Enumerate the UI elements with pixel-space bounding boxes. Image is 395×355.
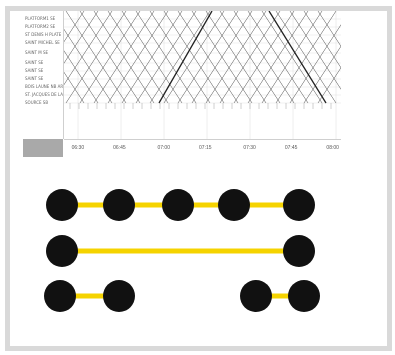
station-label: SAINT SE — [25, 76, 44, 81]
train-path — [289, 24, 341, 104]
train-path-plot — [64, 11, 341, 139]
station-label: SAINT SE — [25, 60, 44, 65]
time-tick-label: 07:15 — [199, 145, 212, 151]
time-tick-label: 07:45 — [284, 145, 298, 151]
train-path — [135, 11, 197, 104]
time-tick-label: 07:00 — [157, 145, 170, 151]
node-link-diagram — [44, 189, 320, 312]
time-tick-label: 06:30 — [71, 145, 85, 151]
train-path — [317, 11, 341, 47]
train-path — [317, 67, 341, 104]
time-tick-label: 07:30 — [243, 145, 256, 151]
train-path — [205, 11, 267, 104]
train-path — [64, 11, 113, 86]
train-path — [163, 11, 225, 104]
station-label: ST. JACQUES DE LA — [25, 92, 63, 97]
train-path-highlight — [268, 11, 327, 104]
train-path — [65, 11, 127, 104]
train-path — [64, 11, 85, 43]
station-label: PLATFORM1 SE — [25, 16, 56, 21]
station-label: ST DENIS H PLATE — [25, 32, 62, 37]
station-label: SAINT M SE — [25, 50, 49, 55]
train-path-highlight — [158, 11, 213, 104]
train-path — [177, 11, 239, 104]
node-dot — [46, 235, 78, 267]
node-dot — [162, 189, 194, 221]
train-path — [121, 11, 183, 104]
station-label: SAINT MICHEL SE — [25, 40, 60, 45]
train-path — [219, 11, 281, 104]
train-path — [303, 45, 341, 104]
train-path — [261, 11, 323, 104]
station-label: SAINT SE — [25, 68, 44, 73]
station-label: PLATFORM2 SE — [25, 24, 56, 29]
train-path — [247, 11, 309, 104]
node-dot — [46, 189, 78, 221]
node-dot — [288, 280, 320, 312]
node-dot — [283, 235, 315, 267]
node-dot — [44, 280, 76, 312]
node-dot — [103, 280, 135, 312]
station-label: SOURCE SB — [25, 100, 49, 105]
train-path — [275, 11, 337, 104]
station-label-column: PLATFORM1 SE PLATFORM2 SE ST DENIS H PLA… — [23, 11, 64, 139]
stringline-chart: PLATFORM1 SE PLATFORM2 SE ST DENIS H PLA… — [23, 11, 341, 157]
node-dot — [240, 280, 272, 312]
node-dot — [103, 189, 135, 221]
train-path — [191, 11, 253, 104]
station-label: BOIS LAUNE NB ARCL — [25, 84, 63, 89]
time-tick-label: 06:45 — [113, 145, 126, 151]
train-path — [64, 71, 85, 104]
train-path — [149, 11, 211, 104]
train-path — [79, 11, 141, 104]
train-path — [107, 11, 169, 104]
train-path — [93, 11, 155, 104]
node-dot — [218, 189, 250, 221]
diagram-frame: PLATFORM1 SE PLATFORM2 SE ST DENIS H PLA… — [5, 6, 392, 351]
node-dot — [283, 189, 315, 221]
time-tick-label: 08:00 — [326, 145, 339, 151]
train-path — [233, 11, 295, 104]
time-axis: 06:30 06:45 07:00 07:15 07:30 07:45 08:0… — [64, 139, 341, 157]
corner-box — [23, 139, 63, 157]
train-path — [64, 11, 99, 64]
